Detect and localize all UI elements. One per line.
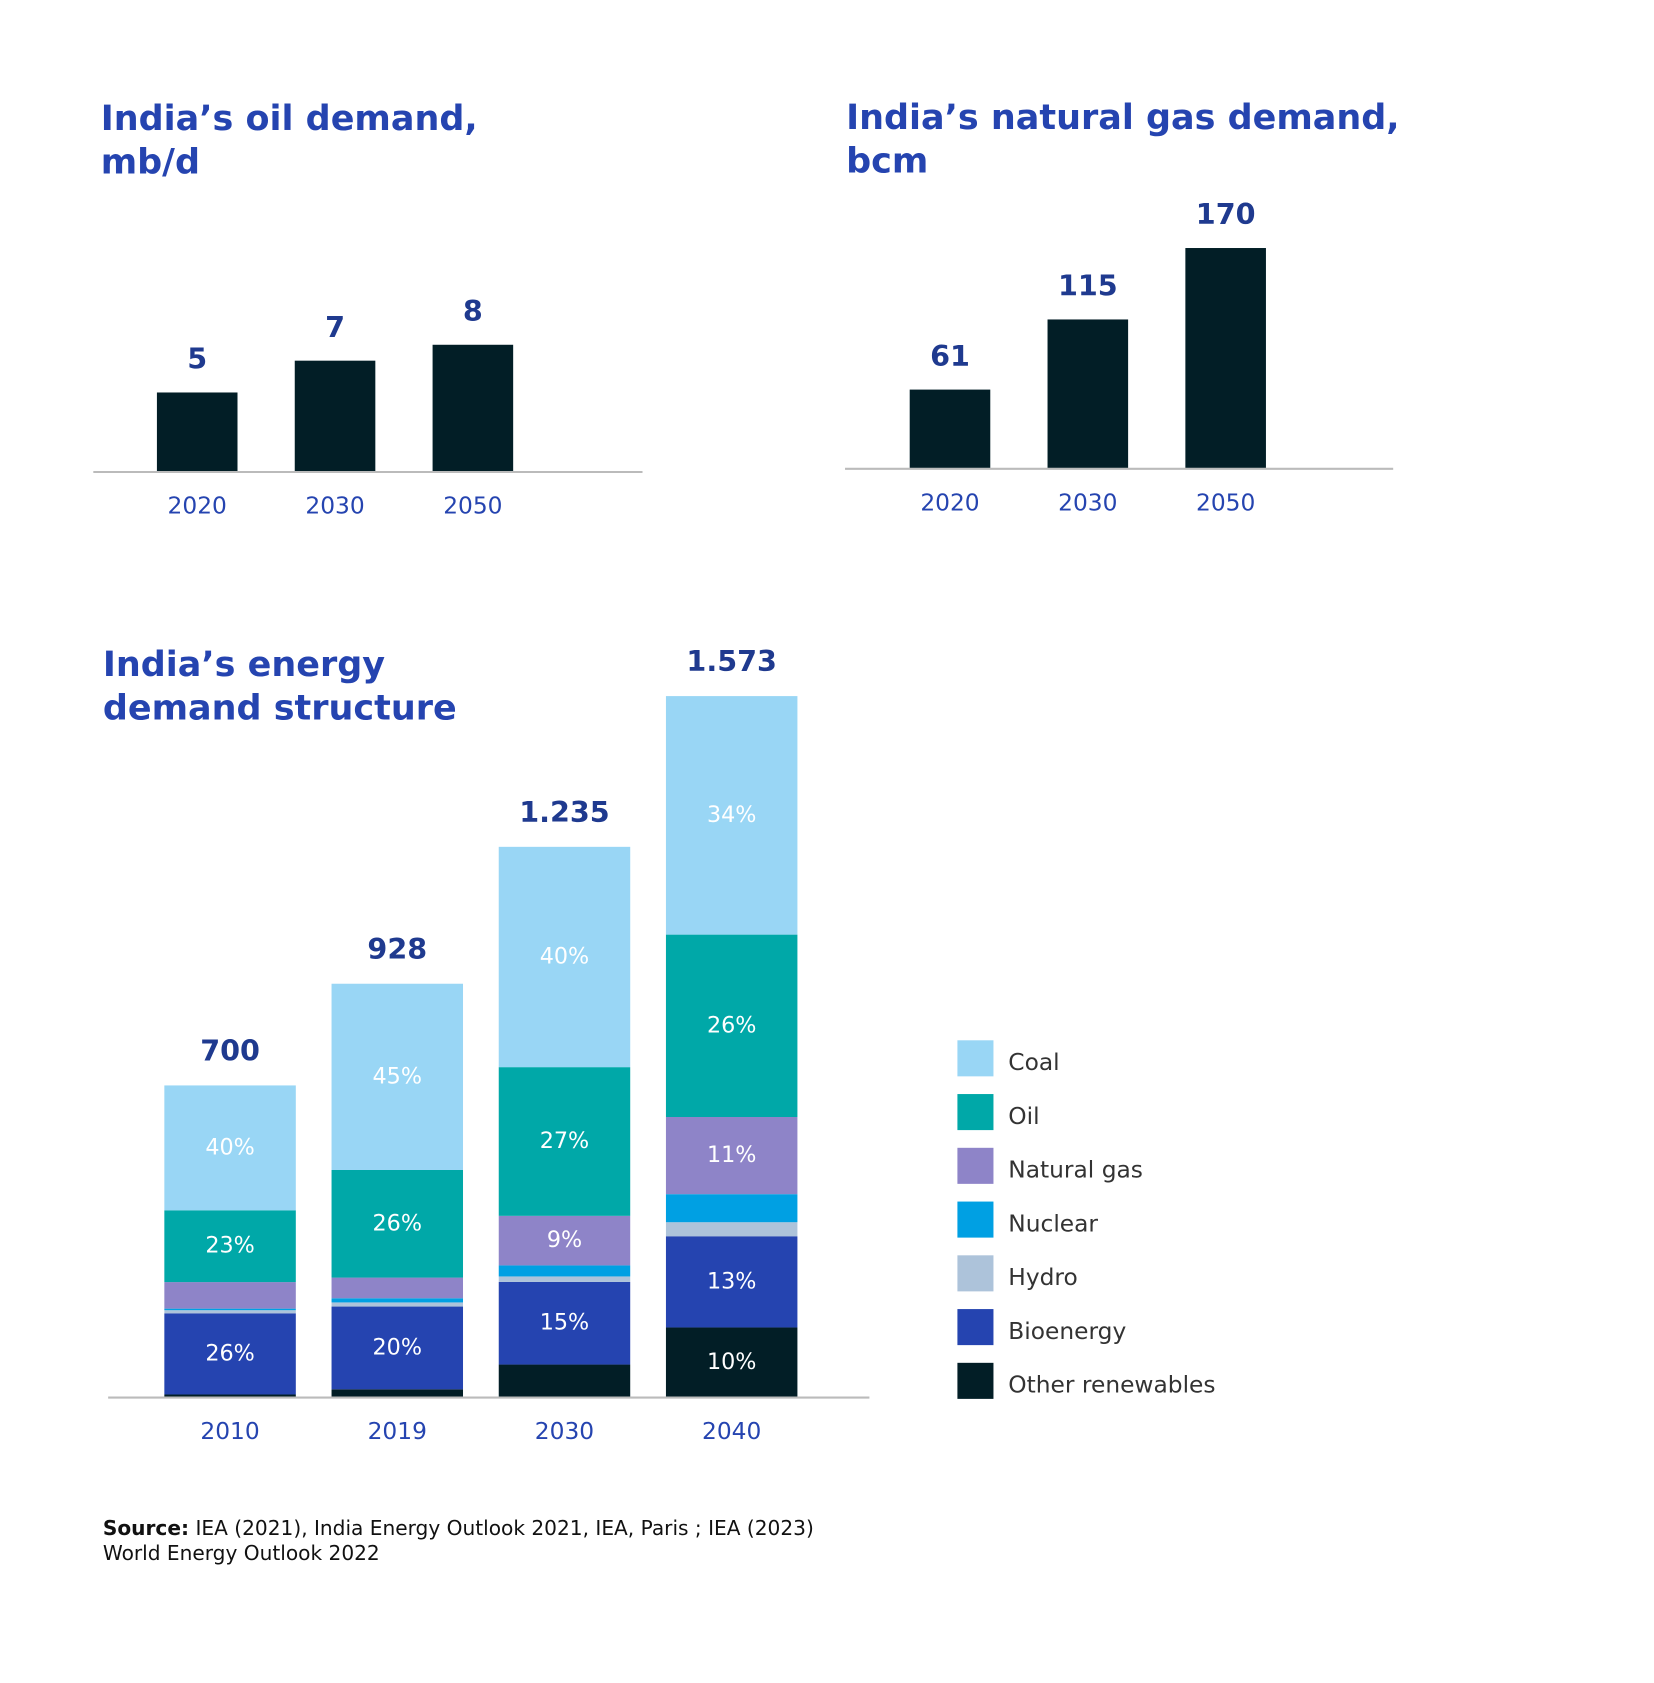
x-tick-label: 2030 (1058, 489, 1117, 516)
total-label: 1.235 (519, 795, 610, 829)
total-label: 700 (200, 1034, 260, 1068)
bar-segment (331, 1169, 464, 1278)
x-tick-label: 2050 (1196, 489, 1255, 516)
x-tick-label: 2020 (920, 489, 979, 516)
bar-segment (164, 1308, 296, 1311)
bar-segment (164, 1313, 296, 1395)
segment-label: 10% (707, 1349, 756, 1375)
chart-title: India’s oil demand, (101, 99, 478, 139)
segment-label: 34% (707, 802, 756, 828)
chart-title: mb/d (101, 142, 200, 182)
chart-title: India’s energy (103, 645, 385, 685)
bar (432, 344, 514, 473)
bar-segment (498, 1364, 631, 1398)
chart-title: demand structure (103, 688, 457, 728)
bar (156, 392, 238, 473)
bar (1047, 319, 1129, 469)
legend-label: Hydro (1008, 1264, 1077, 1291)
bar (294, 360, 376, 473)
value-label: 115 (1058, 269, 1118, 303)
legend-swatch (957, 1094, 994, 1131)
legend-label: Oil (1008, 1103, 1039, 1130)
chart-title: India’s natural gas demand, (846, 98, 1400, 138)
bar-segment (164, 1210, 296, 1283)
value-label: 8 (463, 294, 483, 328)
legend-label: Other renewables (1008, 1372, 1215, 1399)
segment-label: 40% (205, 1134, 254, 1160)
segment-label: 11% (707, 1142, 756, 1168)
legend-label: Natural gas (1008, 1157, 1143, 1184)
x-tick-label: 2019 (368, 1418, 427, 1445)
segment-label: 27% (540, 1128, 589, 1154)
bar-segment (498, 1281, 631, 1365)
bar-segment (665, 934, 798, 1117)
source-text: Source: IEA (2021), India Energy Outlook… (103, 1516, 814, 1540)
bar-segment (665, 696, 798, 935)
segment-label: 20% (373, 1334, 422, 1360)
total-label: 928 (367, 932, 427, 966)
bar-segment (331, 1306, 464, 1390)
bar-segment (331, 983, 464, 1170)
bar-segment (665, 1236, 798, 1328)
bar-segment (331, 1277, 464, 1299)
x-tick-label: 2040 (702, 1418, 761, 1445)
segment-label: 26% (205, 1340, 254, 1366)
bar-segment (498, 1276, 631, 1282)
bar-segment (331, 1298, 464, 1303)
legend-label: Coal (1008, 1049, 1059, 1076)
bar-segment (164, 1394, 296, 1398)
value-label: 5 (187, 342, 207, 376)
segment-label: 13% (707, 1268, 756, 1294)
bar-segment (665, 1117, 798, 1195)
legend-label: Bioenergy (1008, 1318, 1126, 1345)
legend-swatch (957, 1255, 994, 1292)
source-line: World Energy Outlook 2022 (103, 1541, 380, 1565)
bar-segment (164, 1310, 296, 1314)
bar-segment (331, 1389, 464, 1398)
bar-segment (164, 1282, 296, 1309)
x-tick-label: 2030 (305, 492, 364, 519)
value-label: 61 (930, 339, 970, 373)
bar-segment (665, 1222, 798, 1237)
bar (1185, 248, 1266, 469)
total-label: 1.573 (686, 644, 777, 678)
source-label: Source: (103, 1516, 189, 1540)
value-label: 170 (1196, 197, 1256, 231)
legend-swatch (957, 1309, 994, 1346)
legend-swatch (957, 1147, 994, 1184)
chart-title: bcm (846, 141, 928, 181)
bar-segment (665, 1327, 798, 1398)
x-tick-label: 2050 (443, 492, 502, 519)
x-tick-label: 2010 (200, 1418, 259, 1445)
bar-segment (498, 846, 631, 1068)
x-tick-label: 2020 (168, 492, 227, 519)
bar-segment (164, 1085, 296, 1211)
segment-label: 15% (540, 1310, 589, 1336)
segment-label: 40% (540, 943, 589, 969)
segment-label: 26% (373, 1210, 422, 1236)
segment-label: 26% (707, 1012, 756, 1038)
value-label: 7 (325, 310, 345, 344)
source-line: IEA (2021), India Energy Outlook 2021, I… (195, 1516, 813, 1540)
bar-segment (498, 1215, 631, 1266)
segment-label: 45% (373, 1063, 422, 1089)
bar (909, 389, 991, 469)
bar-segment (498, 1265, 631, 1277)
segment-label: 9% (547, 1227, 582, 1253)
bar-segment (331, 1302, 464, 1307)
segment-label: 23% (205, 1233, 254, 1259)
legend-swatch (957, 1201, 994, 1238)
x-tick-label: 2030 (535, 1418, 594, 1445)
bar-segment (665, 1194, 798, 1223)
bar-segment (498, 1067, 631, 1216)
legend-swatch (957, 1362, 994, 1399)
legend-swatch (957, 1040, 994, 1077)
legend-label: Nuclear (1008, 1210, 1098, 1237)
